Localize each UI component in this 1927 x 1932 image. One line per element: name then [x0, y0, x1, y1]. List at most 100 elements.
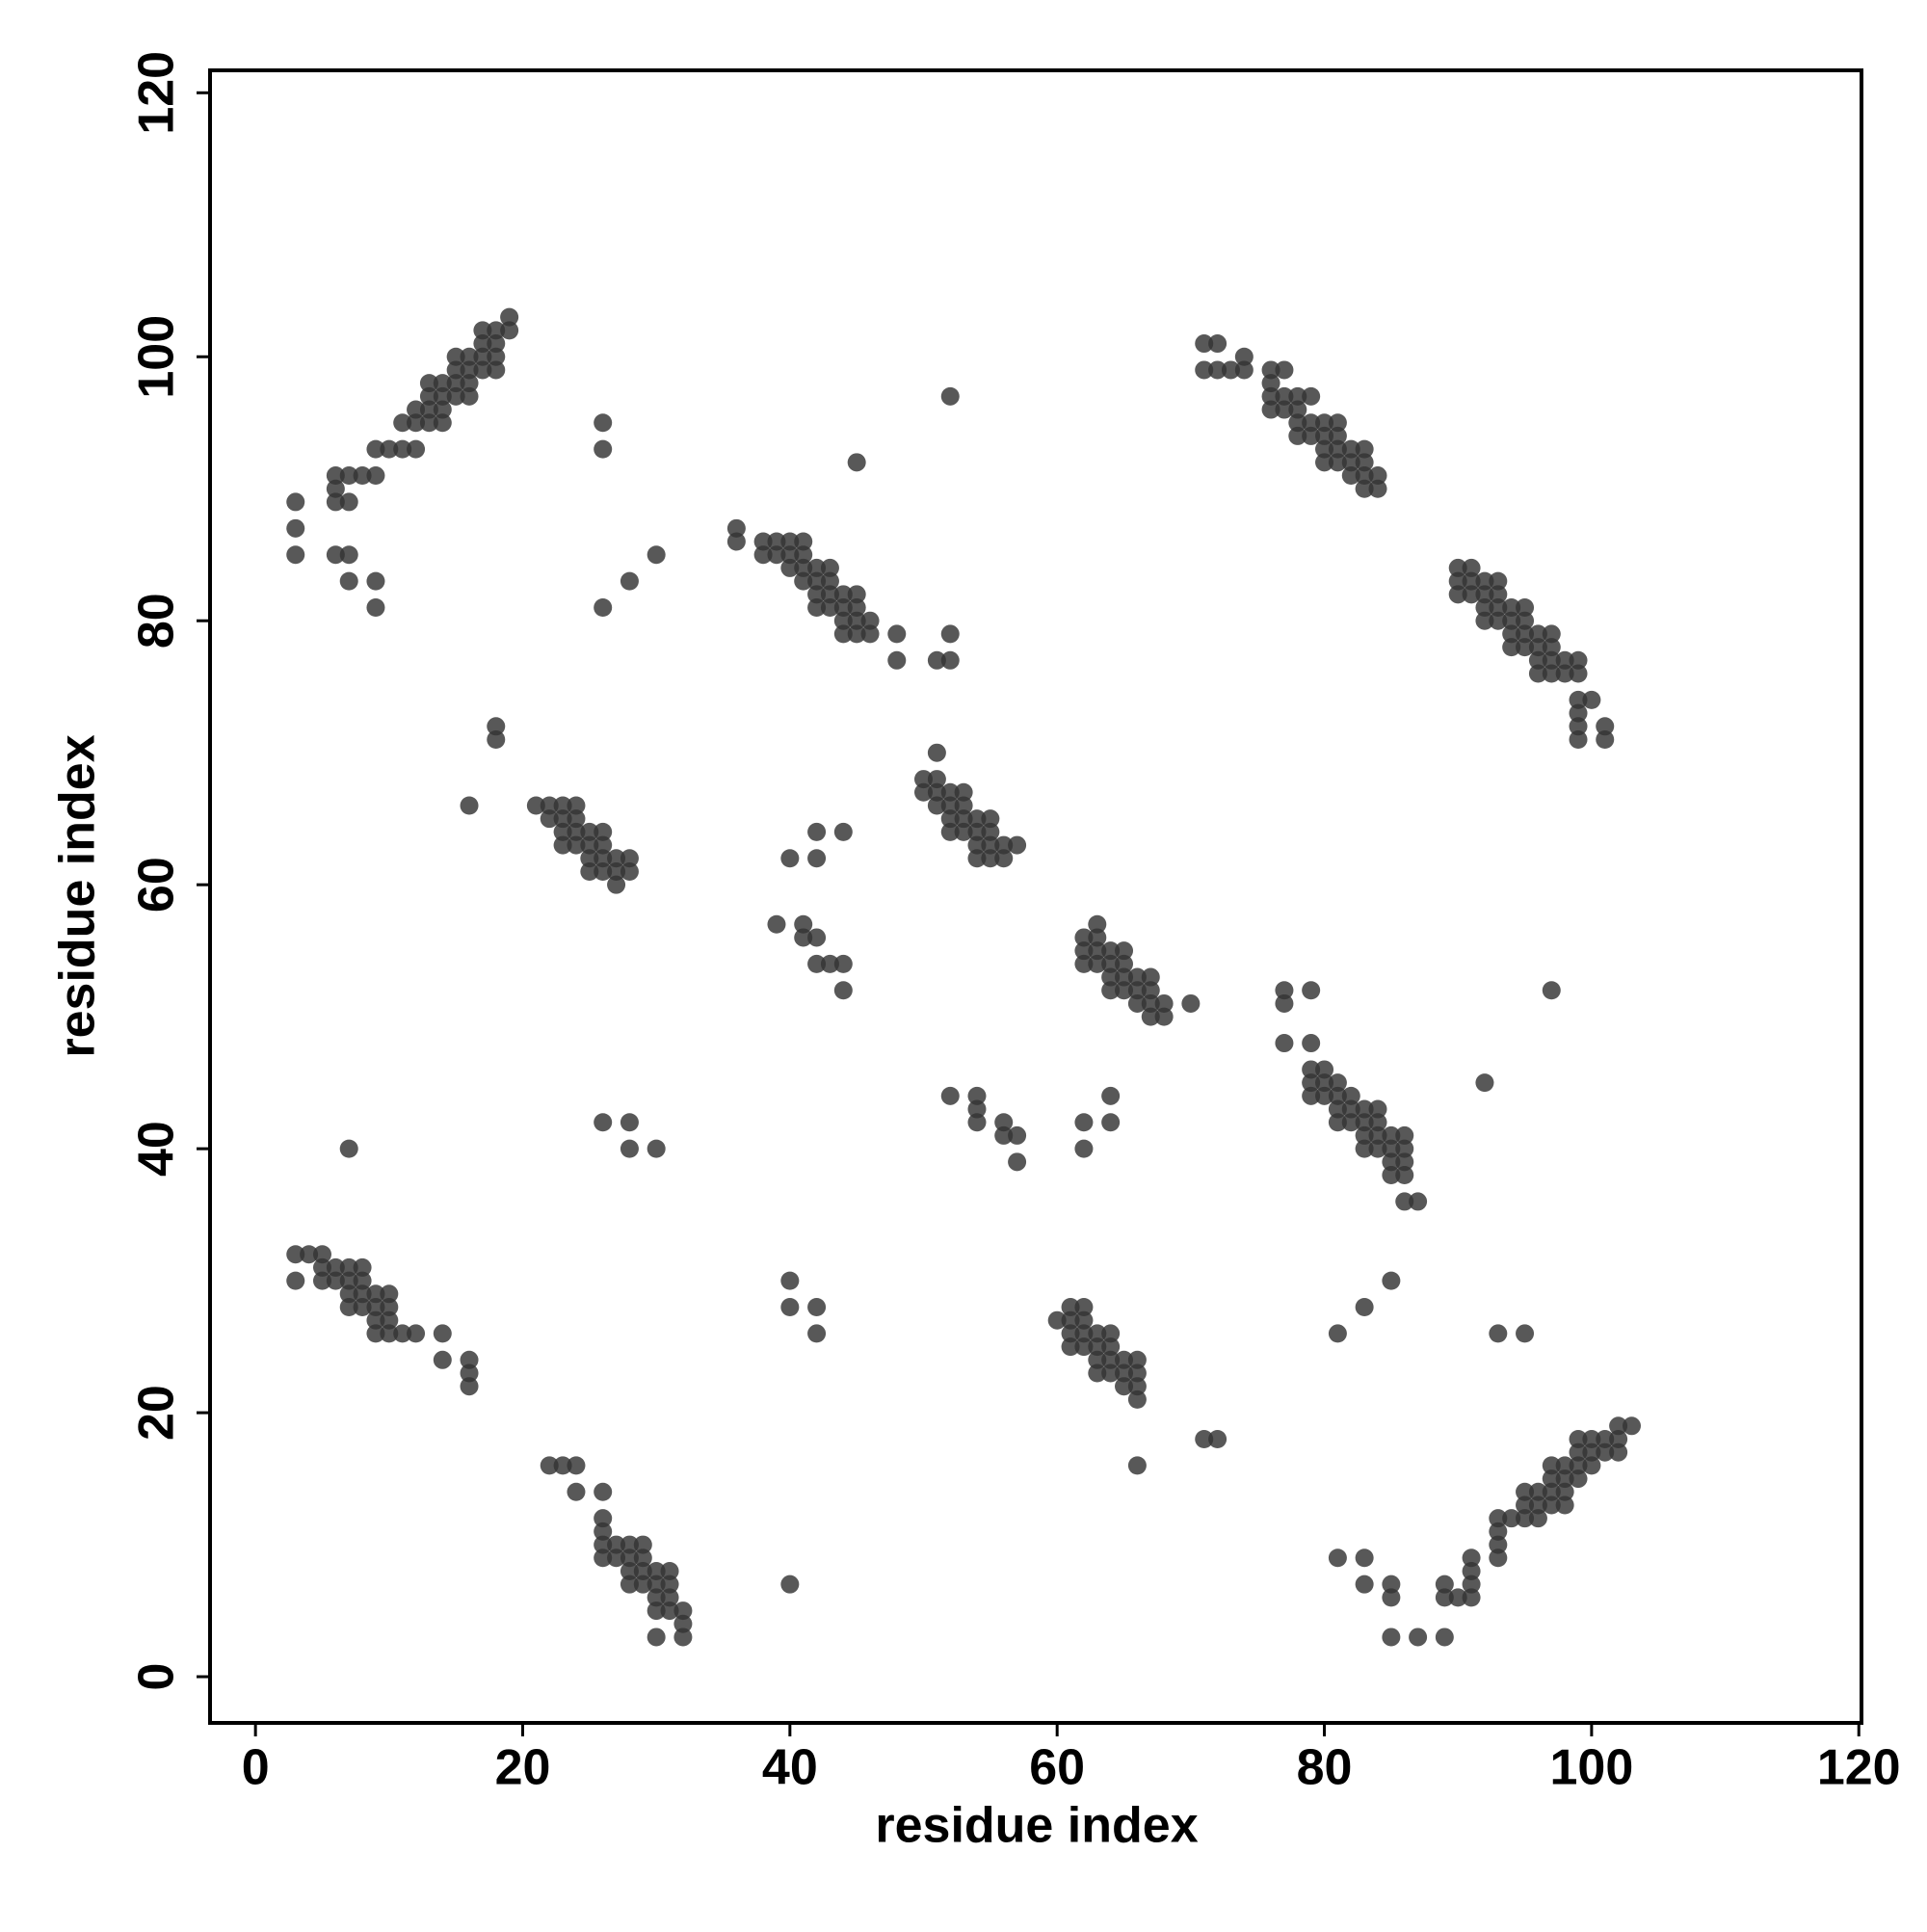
point — [607, 861, 626, 881]
point — [940, 650, 960, 670]
point — [1127, 1377, 1147, 1396]
point — [1288, 413, 1307, 433]
point — [1395, 1192, 1414, 1211]
point — [1341, 453, 1360, 472]
point — [1302, 1060, 1321, 1079]
point — [1622, 1416, 1641, 1436]
point — [1115, 1377, 1134, 1396]
point — [326, 545, 345, 565]
point — [419, 413, 438, 433]
point — [647, 1628, 666, 1647]
point — [620, 1561, 639, 1580]
point — [1221, 360, 1240, 380]
point — [1101, 967, 1121, 987]
point — [1542, 1495, 1561, 1515]
y-axis-title: residue index — [50, 734, 106, 1057]
point — [807, 585, 827, 604]
point — [366, 1310, 385, 1330]
point — [339, 1298, 358, 1317]
point — [567, 835, 586, 855]
point — [887, 650, 907, 670]
point — [927, 650, 946, 670]
point — [594, 1522, 613, 1541]
point — [1609, 1429, 1628, 1448]
point — [1302, 386, 1321, 406]
point — [433, 374, 452, 393]
point — [1141, 967, 1160, 987]
point — [967, 1113, 987, 1132]
point — [833, 822, 853, 841]
point — [780, 558, 800, 577]
point — [954, 822, 973, 841]
point — [1127, 981, 1147, 1000]
point — [1569, 664, 1588, 683]
point — [954, 809, 973, 829]
point — [1061, 1324, 1080, 1343]
point — [807, 849, 827, 868]
point — [594, 1482, 613, 1501]
point — [326, 1257, 345, 1277]
point — [1462, 571, 1481, 591]
point — [526, 796, 545, 815]
point — [540, 796, 559, 815]
x-tick-label: 20 — [495, 1740, 551, 1796]
point — [594, 413, 613, 433]
point — [607, 1548, 626, 1568]
point — [1115, 967, 1134, 987]
point — [780, 1271, 800, 1290]
x-tick-label: 100 — [1549, 1740, 1633, 1796]
point — [580, 861, 599, 881]
point — [607, 1535, 626, 1554]
point — [807, 571, 827, 591]
point — [594, 1535, 613, 1554]
point — [620, 1575, 639, 1594]
point — [419, 386, 438, 406]
point — [1448, 585, 1467, 604]
point — [833, 981, 853, 1000]
point — [594, 849, 613, 868]
point — [967, 1099, 987, 1119]
point — [1328, 1099, 1347, 1119]
point — [620, 1113, 639, 1132]
point — [1528, 1509, 1547, 1528]
point — [339, 571, 358, 591]
point — [660, 1601, 679, 1621]
point — [1328, 413, 1347, 433]
point — [726, 518, 746, 538]
point — [1516, 638, 1535, 657]
point — [1395, 1152, 1414, 1172]
point — [860, 624, 880, 644]
point — [1368, 479, 1387, 498]
point — [620, 1139, 639, 1158]
point — [1275, 1034, 1294, 1053]
point — [1368, 466, 1387, 486]
point — [1341, 439, 1360, 459]
point — [1127, 1456, 1147, 1475]
point — [393, 439, 412, 459]
point — [339, 466, 358, 486]
point — [1328, 1548, 1347, 1568]
point — [326, 492, 345, 512]
point — [1275, 981, 1294, 1000]
point — [366, 1298, 385, 1317]
point — [300, 1245, 319, 1264]
point — [1489, 1522, 1508, 1541]
point — [407, 413, 426, 433]
point — [1609, 1442, 1628, 1462]
point — [1101, 941, 1121, 961]
point — [1328, 1073, 1347, 1093]
point — [1275, 400, 1294, 419]
point — [940, 796, 960, 815]
point — [1528, 1495, 1547, 1515]
point — [820, 954, 839, 973]
y-tick-label: 60 — [129, 857, 185, 913]
point — [820, 598, 839, 618]
point — [1088, 1350, 1107, 1369]
point — [954, 782, 973, 802]
point — [981, 835, 1000, 855]
point — [433, 400, 452, 419]
point — [1448, 558, 1467, 577]
point — [673, 1601, 693, 1621]
point — [487, 347, 506, 366]
point — [286, 545, 305, 565]
